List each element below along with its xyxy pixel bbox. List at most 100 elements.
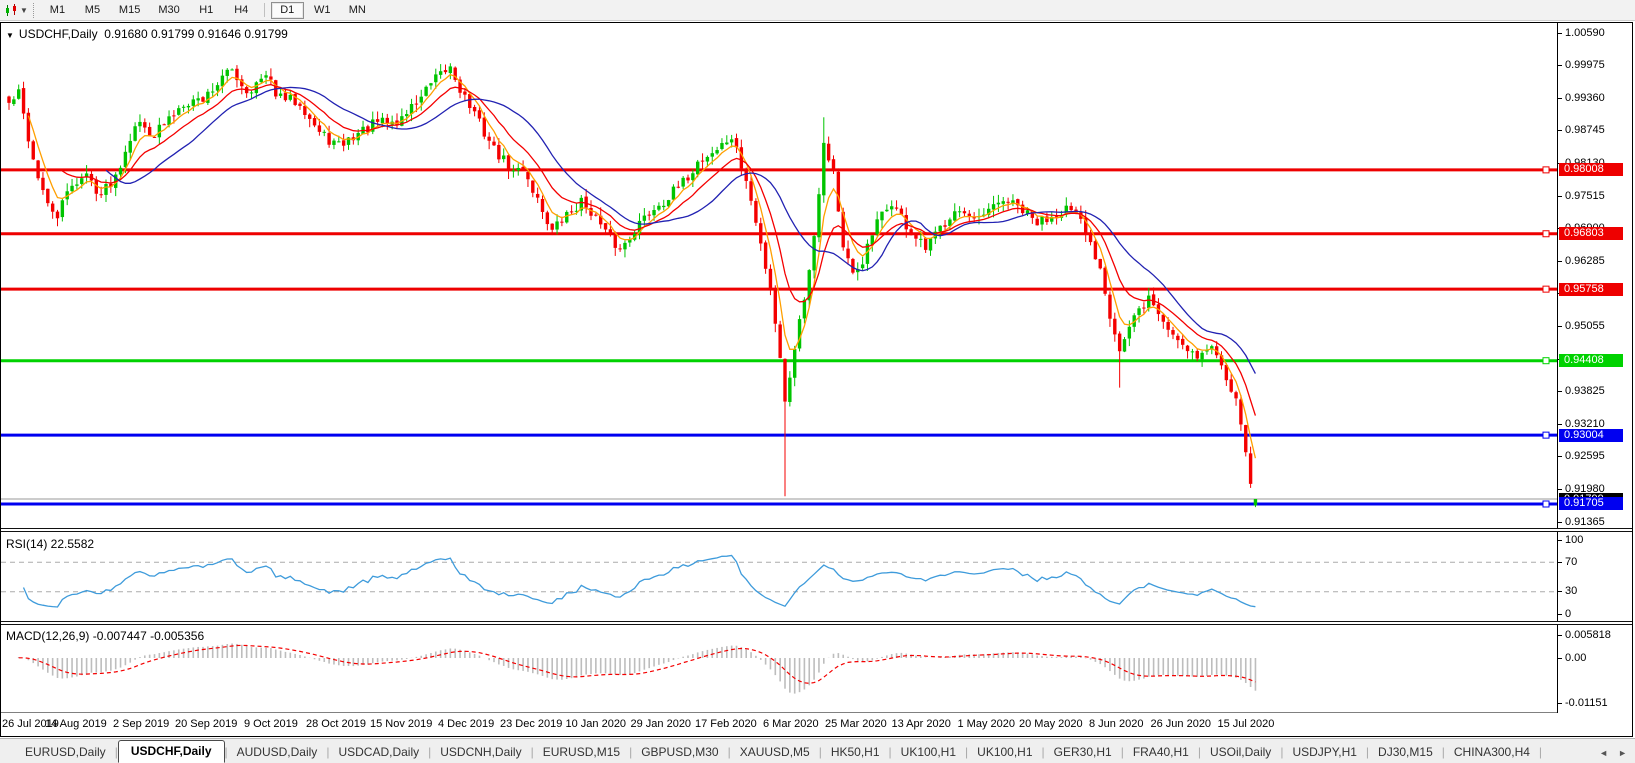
tab-separator: |: [1120, 745, 1124, 759]
symbol-tab-uk100[interactable]: UK100,H1: [977, 745, 1033, 759]
tab-separator: |: [1041, 745, 1045, 759]
date-label: 25 Mar 2020: [825, 718, 887, 730]
tab-scroll-left-icon[interactable]: ◄: [1599, 748, 1609, 758]
toolbar-separator: [263, 3, 265, 17]
date-label: 20 May 2020: [1019, 718, 1083, 730]
date-label: 29 Jan 2020: [630, 718, 692, 730]
macd-histogram: [17, 643, 1257, 694]
price-tick-0.91980: 0.91980: [1558, 483, 1605, 496]
tab-separator: |: [428, 745, 432, 759]
date-label: 26 Jul 2019: [2, 718, 59, 730]
macd-tick-0.00: 0.00: [1558, 652, 1586, 665]
date-label: 8 Jun 2020: [1089, 718, 1144, 730]
timeframe-button-m15[interactable]: M15: [118, 4, 141, 16]
price-tick-0.99360: 0.99360: [1558, 92, 1605, 105]
tab-separator: |: [1365, 745, 1370, 759]
date-label: 20 Sep 2019: [175, 718, 238, 730]
tab-separator: |: [1280, 745, 1284, 759]
symbol-tab-xauusd[interactable]: XAUUSD,M5: [739, 745, 810, 759]
symbol-tab-usdchf[interactable]: USDCHF,Daily: [117, 740, 225, 763]
tab-scroll-right-icon[interactable]: ►: [1618, 748, 1627, 758]
timeframe-button-h4[interactable]: H4: [234, 4, 249, 16]
price-tick-0.98745: 0.98745: [1558, 124, 1605, 137]
macd-tick--0.01151: -0.01151: [1558, 697, 1608, 710]
ma-slow-line: [105, 86, 1256, 374]
symbol-tab-hk50[interactable]: HK50,H1: [830, 745, 880, 759]
hline-handle-0.91705[interactable]: [1542, 500, 1550, 508]
hline-handle-0.96803[interactable]: [1542, 230, 1550, 238]
macd-tick-0.005818: 0.005818: [1558, 629, 1611, 642]
macd-signal-line: [18, 644, 1256, 684]
ma-fast-line: [27, 73, 1257, 459]
date-label: 14 Aug 2019: [45, 718, 107, 730]
hline-price-label-0.93004: 0.93004: [1559, 428, 1623, 442]
hline-handle-0.93004[interactable]: [1542, 431, 1550, 439]
tab-separator: |: [114, 745, 118, 759]
timeframe-toolbar: ▼ M1 M5 M15 M30 H1 H4 D1 W1 MN: [0, 0, 1635, 21]
date-label: 10 Jan 2020: [565, 718, 627, 730]
timeframe-button-w1[interactable]: W1: [313, 4, 331, 16]
tab-separator: |: [727, 745, 731, 759]
panel-splitter-macd[interactable]: [1, 621, 1632, 625]
hline-handle-0.94408[interactable]: [1542, 357, 1550, 365]
symbol-tab-usdjpy[interactable]: USDJPY,H1: [1292, 745, 1357, 759]
price-axis[interactable]: 1.005900.999750.993600.987450.981300.975…: [1558, 23, 1632, 736]
price-chart-canvas[interactable]: [1, 23, 1558, 736]
tab-separator: |: [965, 745, 969, 759]
symbol-tab-eurusd[interactable]: EURUSD,Daily: [25, 745, 106, 759]
date-label: 9 Oct 2019: [244, 718, 298, 730]
symbol-tab-gbpusd[interactable]: GBPUSD,M30: [641, 745, 719, 759]
date-label: 4 Dec 2019: [438, 718, 495, 730]
rsi-tick-70: 70: [1558, 556, 1577, 569]
timeframe-button-h1[interactable]: H1: [199, 4, 214, 16]
collapse-icon[interactable]: ▼: [6, 31, 14, 40]
price-tick-0.97515: 0.97515: [1558, 190, 1605, 203]
tab-separator: |: [1197, 745, 1201, 759]
macd-indicator-label: MACD(12,26,9) -0.007447 -0.005356: [6, 629, 205, 643]
hline-price-label-0.95758: 0.95758: [1559, 282, 1623, 296]
symbol-tab-usdcnh[interactable]: USDCNH,Daily: [440, 745, 522, 759]
price-tick-0.91365: 0.91365: [1558, 516, 1605, 529]
chart-icon[interactable]: [4, 3, 19, 18]
symbol-tab-uk100[interactable]: UK100,H1: [900, 745, 957, 759]
symbol-tab-fra40[interactable]: FRA40,H1: [1132, 745, 1189, 759]
symbol-tab-china300[interactable]: CHINA300,H4: [1453, 745, 1530, 759]
rsi-indicator-label: RSI(14) 22.5582: [6, 537, 95, 551]
tab-scroll-arrows: ◄ ►: [1599, 748, 1627, 763]
timeframe-button-d1[interactable]: D1: [270, 1, 304, 19]
panel-splitter-rsi[interactable]: [1, 528, 1632, 532]
hline-price-label-0.98008: 0.98008: [1559, 163, 1623, 177]
tab-separator: |: [224, 745, 228, 759]
price-tick-0.93825: 0.93825: [1558, 385, 1605, 398]
timeframe-button-m5[interactable]: M5: [84, 4, 101, 16]
tab-separator: |: [818, 745, 822, 759]
date-label: 15 Jul 2020: [1217, 718, 1275, 730]
symbol-tab-dj30[interactable]: DJ30,M15: [1378, 745, 1433, 759]
symbol-tab-audusd[interactable]: AUDUSD,Daily: [236, 745, 318, 759]
price-tick-1.00590: 1.00590: [1558, 27, 1605, 40]
symbol-tab-ger30[interactable]: GER30,H1: [1053, 745, 1112, 759]
hline-handle-0.95758[interactable]: [1542, 285, 1550, 293]
symbol-tabbar: EURUSD,Daily | USDCHF,Daily | AUDUSD,Daily | U…: [0, 738, 1635, 763]
toolbar-grip: [32, 2, 34, 18]
price-tick-0.93210: 0.93210: [1558, 418, 1605, 431]
hline-price-label-0.91705: 0.91705: [1559, 497, 1623, 511]
candles: [7, 63, 1258, 508]
rsi-line: [22, 554, 1256, 608]
symbol-tab-usoil[interactable]: USOil,Daily: [1209, 745, 1272, 759]
date-label: 28 Oct 2019: [306, 718, 366, 730]
timeframe-button-mn[interactable]: MN: [348, 4, 366, 16]
price-tick-0.95055: 0.95055: [1558, 320, 1605, 333]
timeframe-button-m30[interactable]: M30: [158, 4, 180, 16]
chevron-down-icon[interactable]: ▼: [20, 5, 28, 15]
ma-mid-line: [61, 83, 1257, 416]
tab-separator: |: [530, 745, 534, 759]
rsi-tick-30: 30: [1558, 585, 1577, 598]
symbol-tab-eurusd[interactable]: EURUSD,M15: [542, 745, 621, 759]
date-axis[interactable]: 26 Jul 2019 14 Aug 2019 2 Sep 2019 20 Sep 2…: [1, 713, 1558, 736]
date-label: 1 May 2020: [957, 718, 1015, 730]
symbol-tab-usdcad[interactable]: USDCAD,Daily: [338, 745, 420, 759]
hline-handle-0.98008[interactable]: [1542, 166, 1550, 174]
timeframe-button-m1[interactable]: M1: [49, 4, 66, 16]
date-label: 26 Jun 2020: [1150, 718, 1212, 730]
